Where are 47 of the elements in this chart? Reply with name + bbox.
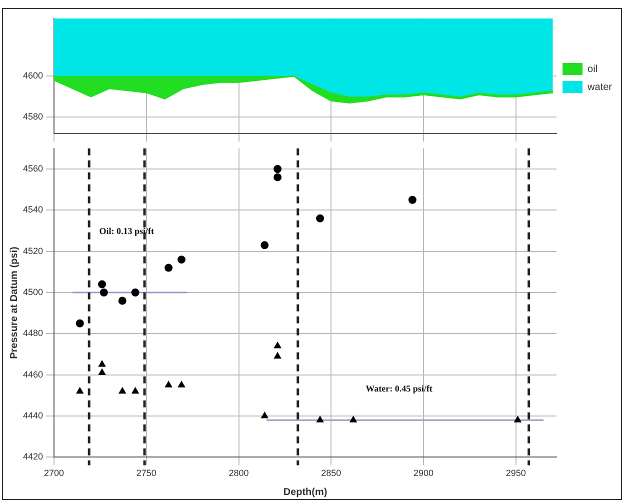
point xyxy=(316,214,324,222)
point xyxy=(274,173,282,182)
x-axis-title: Depth(m) xyxy=(283,486,328,498)
y-tick-label: 4520 xyxy=(22,246,43,256)
point xyxy=(274,164,282,173)
y-tick-label: 4480 xyxy=(22,328,43,338)
point xyxy=(118,296,126,305)
point xyxy=(131,288,140,297)
point xyxy=(316,416,324,422)
point xyxy=(260,241,269,250)
point xyxy=(98,360,106,367)
y-tick-label: 4540 xyxy=(22,204,43,215)
x-tick-label: 2750 xyxy=(136,468,156,478)
y-tick-label: 4580 xyxy=(22,112,43,122)
point xyxy=(261,412,268,418)
x-tick-label: 2700 xyxy=(44,468,64,478)
y-tick-label: 4560 xyxy=(22,163,43,174)
point xyxy=(408,196,416,204)
point xyxy=(132,387,139,394)
point xyxy=(98,280,106,288)
annotation: Water: 0.45 psi/ft xyxy=(366,384,432,394)
y-tick-label: 4460 xyxy=(22,369,43,380)
point xyxy=(76,387,84,394)
y-tick-label: 4440 xyxy=(22,410,43,421)
legend-label: oil xyxy=(588,64,598,75)
x-tick-label: 2850 xyxy=(321,468,342,478)
x-tick-label: 2800 xyxy=(228,468,249,478)
point xyxy=(274,352,282,359)
point xyxy=(350,416,357,422)
annotation: Oil: 0.13 psi/ft xyxy=(99,226,154,236)
y-tick-label: 4420 xyxy=(22,452,43,462)
point xyxy=(100,288,108,297)
point xyxy=(98,368,106,376)
point xyxy=(165,381,172,388)
point xyxy=(76,319,84,328)
point xyxy=(177,256,186,264)
point xyxy=(164,264,173,272)
legend-label: water xyxy=(586,82,613,93)
x-tick-label: 2950 xyxy=(506,468,526,478)
y-tick-label: 4600 xyxy=(22,70,43,80)
y-tick-label: 4500 xyxy=(22,286,43,297)
x-tick-label: 2900 xyxy=(414,468,434,478)
point xyxy=(118,387,126,394)
y-axis-title: Pressure at Datum (psi) xyxy=(8,246,20,359)
point xyxy=(274,342,282,348)
point xyxy=(178,381,186,388)
point xyxy=(514,416,522,422)
